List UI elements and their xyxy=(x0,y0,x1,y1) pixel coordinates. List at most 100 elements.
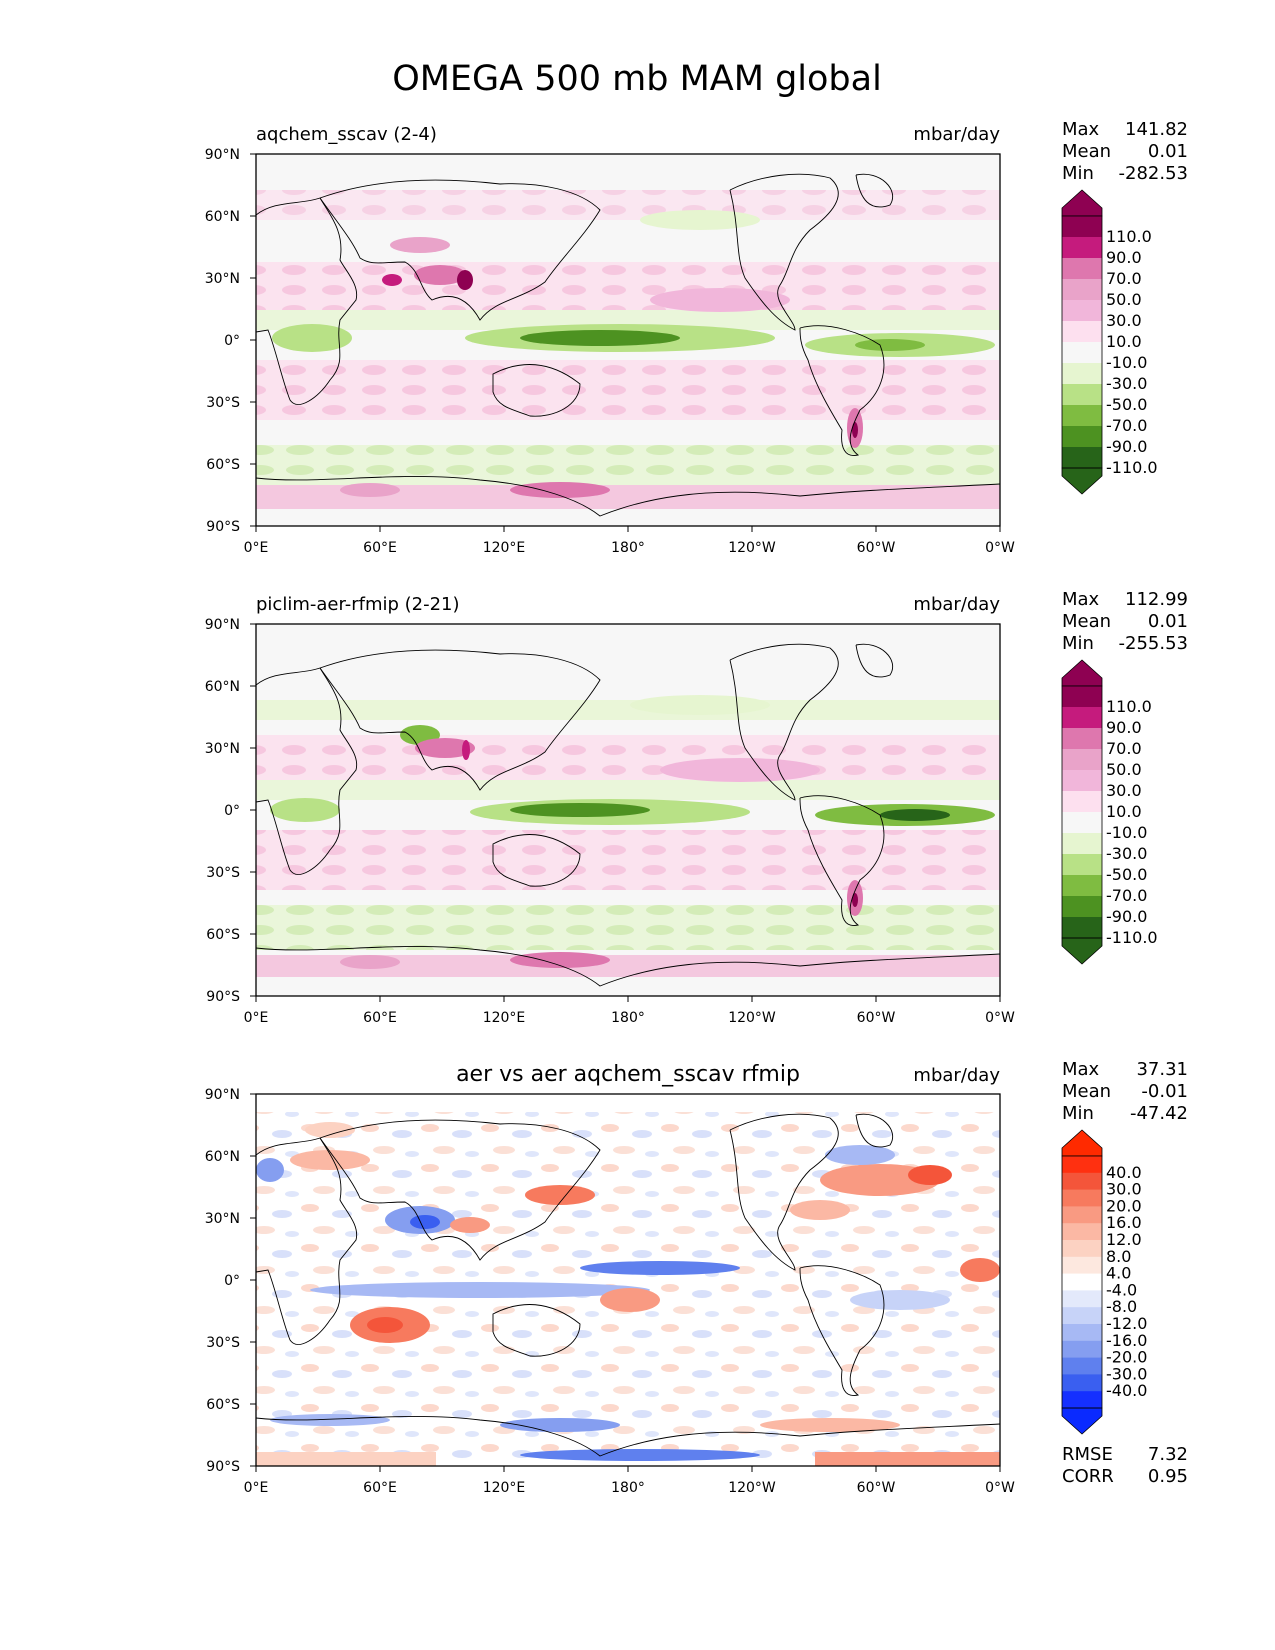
y-tick-label: 0° xyxy=(224,333,240,349)
colorbar-tick-label: -50.0 xyxy=(1106,395,1147,414)
panel-1-coastlines xyxy=(255,173,1001,517)
stat-max-label: Max xyxy=(1062,119,1100,140)
colorbar-swatch xyxy=(1062,447,1102,469)
colorbar-tick-label: -70.0 xyxy=(1106,886,1147,905)
x-tick-label: 120°E xyxy=(483,1480,526,1496)
colorbar-swatch xyxy=(1062,833,1102,855)
panel-2-coastlines xyxy=(255,643,1001,987)
x-tick-label: 120°W xyxy=(728,1010,776,1026)
colorbar-tick-label: 70.0 xyxy=(1106,739,1142,758)
colorbar-swatch xyxy=(1062,1340,1102,1358)
colorbar-swatch xyxy=(1062,1290,1102,1308)
x-tick-label: 180° xyxy=(611,1480,645,1496)
rmse-value: 7.32 xyxy=(1148,1444,1188,1465)
panel-1-stats: Max 141.82 Mean 0.01 Min -282.53 xyxy=(1062,119,1188,184)
y-tick-label: 30°S xyxy=(206,1335,240,1351)
panel-3-y-axis: 90°N 60°N 30°N 0° 30°S 60°S 90°S xyxy=(205,1087,256,1475)
panel-3-map xyxy=(255,1093,1001,1467)
x-tick-label: 120°E xyxy=(483,540,526,556)
colorbar-swatch xyxy=(1062,237,1102,259)
colorbar-tick-label: -110.0 xyxy=(1106,928,1158,947)
colorbar-swatch xyxy=(1062,1307,1102,1325)
colorbar-tick-label: -30.0 xyxy=(1106,844,1147,863)
panel-1: aqchem_sscav (2-4) mbar/day xyxy=(205,119,1188,556)
colorbar-tick-label: -110.0 xyxy=(1106,458,1158,477)
colorbar-frame xyxy=(1061,1155,1103,1409)
stat-max-value: 141.82 xyxy=(1125,119,1188,140)
panel-3-colorbar: 40.030.020.016.012.08.04.0-4.0-8.0-12.0-… xyxy=(1061,1129,1147,1435)
colorbar-swatch xyxy=(1062,1273,1102,1291)
colorbar-swatch xyxy=(1062,405,1102,427)
panel-1-colorbar: 110.0 90.0 70.0 50.0 30.0 10.0 -10.0 -30.0 -50.0… xyxy=(1061,189,1158,495)
colorbar-swatch xyxy=(1062,1357,1102,1375)
panel-2: piclim-aer-rfmip (2-21) mbar/day xyxy=(205,589,1188,1026)
colorbar-tick-label: -30.0 xyxy=(1106,1364,1147,1383)
y-tick-label: 60°N xyxy=(205,1149,240,1165)
colorbar-tick-label: -4.0 xyxy=(1106,1280,1137,1299)
colorbar-tick-label: -90.0 xyxy=(1106,907,1147,926)
colorbar-swatch xyxy=(1062,1391,1102,1409)
colorbar-tick-label: 110.0 xyxy=(1106,697,1152,716)
y-tick-label: 30°N xyxy=(205,741,240,757)
y-tick-label: 90°N xyxy=(205,1087,240,1103)
colorbar-tick-label: -16.0 xyxy=(1106,1331,1147,1350)
colorbar-tick-label: 30.0 xyxy=(1106,781,1142,800)
colorbar-tick-label: 30.0 xyxy=(1106,1180,1142,1199)
x-tick-label: 120°E xyxy=(483,1010,526,1026)
panel-3-title: aer vs aer aqchem_sscav rfmip xyxy=(456,1062,800,1087)
colorbar-swatch xyxy=(1062,770,1102,792)
stat-mean-label: Mean xyxy=(1062,611,1111,632)
y-tick-label: 0° xyxy=(224,1273,240,1289)
colorbar-swatch xyxy=(1062,791,1102,813)
panel-2-title: piclim-aer-rfmip (2-21) xyxy=(256,594,460,615)
colorbar-tick-label: -70.0 xyxy=(1106,416,1147,435)
colorbar-tick-label: -10.0 xyxy=(1106,823,1147,842)
colorbar-swatch xyxy=(1062,426,1102,448)
colorbar-swatch xyxy=(1062,1223,1102,1241)
colorbar-under-extend xyxy=(1061,1407,1103,1435)
colorbar-swatch xyxy=(1062,321,1102,343)
figure-title: OMEGA 500 mb MAM global xyxy=(392,59,882,99)
colorbar-frame xyxy=(1061,685,1103,939)
stat-mean-label: Mean xyxy=(1062,1081,1111,1102)
colorbar-tick-label: 50.0 xyxy=(1106,760,1142,779)
colorbar-swatch xyxy=(1062,258,1102,280)
y-tick-label: 90°S xyxy=(206,519,240,535)
stat-max-label: Max xyxy=(1062,589,1100,610)
colorbar-over-extend xyxy=(1061,1129,1103,1157)
colorbar-tick-label: 16.0 xyxy=(1106,1213,1142,1232)
stat-min-label: Min xyxy=(1062,1103,1094,1124)
panel-2-map xyxy=(255,623,1001,997)
stat-max-label: Max xyxy=(1062,1059,1100,1080)
stat-min-label: Min xyxy=(1062,163,1094,184)
colorbar-tick-label: 90.0 xyxy=(1106,718,1142,737)
x-tick-label: 0°E xyxy=(244,540,269,556)
colorbar-tick-label: -10.0 xyxy=(1106,353,1147,372)
panel-1-x-axis: 0°E 60°E 120°E 180° 120°W 60°W 0°W xyxy=(244,526,1015,556)
colorbar-tick-label: -90.0 xyxy=(1106,437,1147,456)
colorbar-tick-label: 8.0 xyxy=(1106,1247,1131,1266)
colorbar-tick-label: -20.0 xyxy=(1106,1348,1147,1367)
colorbar-tick-label: 70.0 xyxy=(1106,269,1142,288)
colorbar-tick-label: 90.0 xyxy=(1106,248,1142,267)
panel-3-field xyxy=(256,1094,1000,1466)
x-tick-label: 180° xyxy=(611,540,645,556)
colorbar-swatch xyxy=(1062,728,1102,750)
x-tick-label: 0°E xyxy=(244,1010,269,1026)
stat-mean-label: Mean xyxy=(1062,141,1111,162)
panel-3-coastlines xyxy=(255,1113,1001,1457)
y-tick-label: 60°S xyxy=(206,1397,240,1413)
colorbar-swatch xyxy=(1062,896,1102,918)
colorbar-swatch xyxy=(1062,1240,1102,1258)
y-tick-label: 90°N xyxy=(205,147,240,163)
colorbar-tick-label: 10.0 xyxy=(1106,802,1142,821)
colorbar-frame xyxy=(1061,215,1103,469)
colorbar-swatch xyxy=(1062,875,1102,897)
colorbar-tick-label: 10.0 xyxy=(1106,332,1142,351)
x-tick-label: 0°W xyxy=(985,1010,1015,1026)
panel-2-x-axis: 0°E 60°E 120°E 180° 120°W 60°W 0°W xyxy=(244,996,1015,1026)
colorbar-swatch xyxy=(1062,1324,1102,1342)
stat-mean-value: -0.01 xyxy=(1141,1081,1188,1102)
colorbar-swatch xyxy=(1062,363,1102,385)
